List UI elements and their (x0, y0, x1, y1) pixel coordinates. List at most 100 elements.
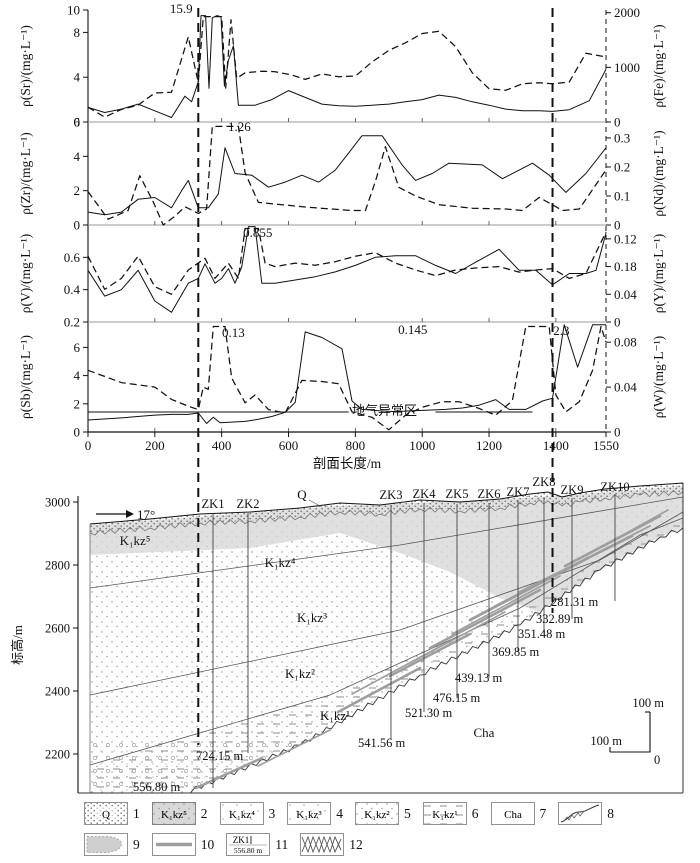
unit-label: K₁kz¹ (320, 708, 350, 723)
x-tick-label: 400 (212, 438, 232, 453)
elevation-tick-label: 2400 (45, 685, 70, 699)
ore-body (451, 575, 561, 635)
ore-body (584, 509, 669, 557)
legend-item-7: Cha 7 (490, 802, 546, 825)
borehole-label-ZK2: ZK2 (237, 497, 260, 511)
peak-annotation: 0.13 (222, 325, 245, 340)
unit-label: Cha (474, 725, 495, 740)
right-tick-label: 0 (614, 115, 621, 130)
right-tick-label: 0.12 (614, 231, 637, 246)
legend-symbol-kz4: K₁kz⁴ (219, 802, 264, 825)
peak-annotation: 15.9 (170, 1, 193, 16)
legend-label: K₁kz³ (297, 809, 323, 821)
x-tick-label: 1550 (593, 438, 619, 453)
legend-label: K₁kz² (364, 809, 390, 821)
x-axis-title: 剖面长度/m (313, 456, 382, 471)
right-tick-label: 0.3 (614, 130, 630, 145)
borehole-depth-ZK3: 541.56 m (358, 736, 406, 750)
ore-body (543, 525, 651, 581)
series-Zr (87, 135, 607, 216)
left-tick-label: 2 (74, 396, 81, 411)
borehole-label-ZK9: ZK9 (561, 483, 584, 497)
scale-bar (610, 712, 651, 753)
legend-item-11: ZK1 556.80 m 11 (226, 833, 288, 856)
right-axis-title: ρ(Nd)/(mg·L⁻¹) (651, 130, 666, 216)
peak-annotation: 2.3 (553, 323, 569, 338)
left-axis-title: ρ(Sr)/(mg·L⁻¹) (18, 25, 33, 107)
series-Y (87, 227, 607, 295)
borehole-depth-ZK9: 332.89 m (536, 612, 584, 626)
legend-number: 12 (349, 836, 363, 852)
anomaly-zone-label: 地气异常区 (352, 403, 417, 418)
x-tick-label: 800 (346, 438, 366, 453)
right-axis-title: ρ(Y)/(mg·L⁻¹) (651, 234, 666, 313)
legend-item-6: K₁kz¹ 6 (422, 802, 479, 825)
borehole-depth-ZK8: 351.48 m (518, 627, 566, 641)
legend-item-5: K₁kz² 5 (355, 802, 411, 825)
legend-number: 6 (471, 805, 479, 821)
legend-row-2: 9 10 ZK1 556.80 m 11 12 (84, 829, 696, 860)
legend-number: 4 (336, 805, 343, 821)
left-tick-label: 6 (74, 115, 81, 130)
borehole-label-ZK4: ZK4 (413, 487, 437, 501)
series-Nd (87, 125, 607, 226)
x-tick-label: 1200 (476, 438, 502, 453)
legend-number: 2 (200, 805, 208, 821)
unit-label: K₁kz³ (297, 610, 327, 625)
borehole-label-ZK5: ZK5 (446, 487, 469, 501)
borehole-depth-ZK5: 476.15 m (433, 691, 481, 705)
bedding-boundary (89, 511, 684, 696)
chart-panel-v-y: 0.2 0.4 0.6 0 0.04 0.18 0.12 0.855 ρ(V)/(mg·L⁻¹)… (18, 225, 666, 330)
legend-label: K₁kz¹ (432, 809, 457, 821)
borehole-depth-ZK2: 724.15 m (196, 749, 244, 763)
legend-symbol-ore-line (151, 833, 196, 856)
legend-number: 1 (133, 805, 140, 821)
peak-annotation: 1.26 (228, 119, 251, 134)
legend-symbol-alteration-lens (84, 833, 128, 856)
peak-annotation: 0.145 (398, 322, 427, 337)
left-tick-label: 0 (74, 115, 81, 130)
legend-symbol-kz2: K₁kz² (355, 802, 399, 825)
x-tick-label: 1000 (409, 438, 435, 453)
left-tick-label: 4 (74, 368, 81, 383)
right-tick-label: 0.2 (614, 159, 630, 174)
left-tick-label: 8 (74, 25, 81, 40)
left-tick-label: 0.4 (64, 282, 81, 297)
legend-item-8: 8 (558, 802, 614, 825)
q-base-zigzag-line (89, 489, 684, 536)
right-tick-label: 1000 (614, 60, 640, 75)
borehole-label-ZK1: ZK1 (202, 497, 225, 511)
ore-body (194, 756, 264, 790)
left-tick-label: 4 (74, 149, 81, 164)
legend-symbol-kz5: K₁kz⁵ (151, 802, 196, 825)
chart-panel-sb-w: 0 2 4 6 0 0.04 0.08 0.13 0.145 2.3 ρ(Sb)/(mg·L⁻¹) ρ… (18, 322, 666, 440)
elevation-tick-label: 2800 (45, 559, 70, 573)
bedding-boundary (89, 496, 684, 589)
series-W (87, 325, 607, 431)
legend-borehole-name: ZK1 (233, 835, 250, 845)
right-tick-label: 0 (614, 218, 621, 233)
left-axis-title: ρ(V)/(mg·L⁻¹) (18, 234, 33, 313)
legend-number: 8 (607, 805, 614, 821)
legend-item-3: K₁kz⁴ 3 (219, 802, 275, 825)
left-tick-label: 4 (74, 70, 81, 85)
borehole-label-ZK7: ZK7 (507, 485, 530, 499)
borehole-depth-ZK4: 521.30 m (405, 706, 453, 720)
elevation-axis-title: 标高/m (10, 625, 25, 665)
series-Sr (87, 15, 607, 118)
azimuth-label: 17° (137, 507, 155, 522)
peak-annotation: 0.855 (243, 225, 272, 240)
scale-horizontal-label: 100 m (590, 734, 622, 748)
legend-number: 5 (404, 805, 411, 821)
borehole-label-ZK10: ZK10 (600, 480, 629, 494)
legend-item-10: 10 (151, 833, 214, 856)
legend-borehole-depth: 556.80 m (234, 846, 263, 855)
series-V (87, 226, 607, 313)
right-tick-label: 0.1 (614, 188, 630, 203)
q-label: Q (297, 487, 307, 502)
legend-label: Q (102, 809, 110, 821)
scale-zero-label: 0 (654, 753, 660, 767)
